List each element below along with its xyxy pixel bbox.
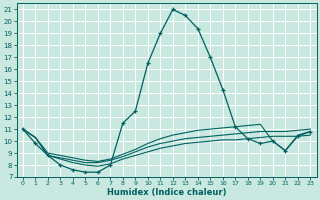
X-axis label: Humidex (Indice chaleur): Humidex (Indice chaleur) — [107, 188, 226, 197]
